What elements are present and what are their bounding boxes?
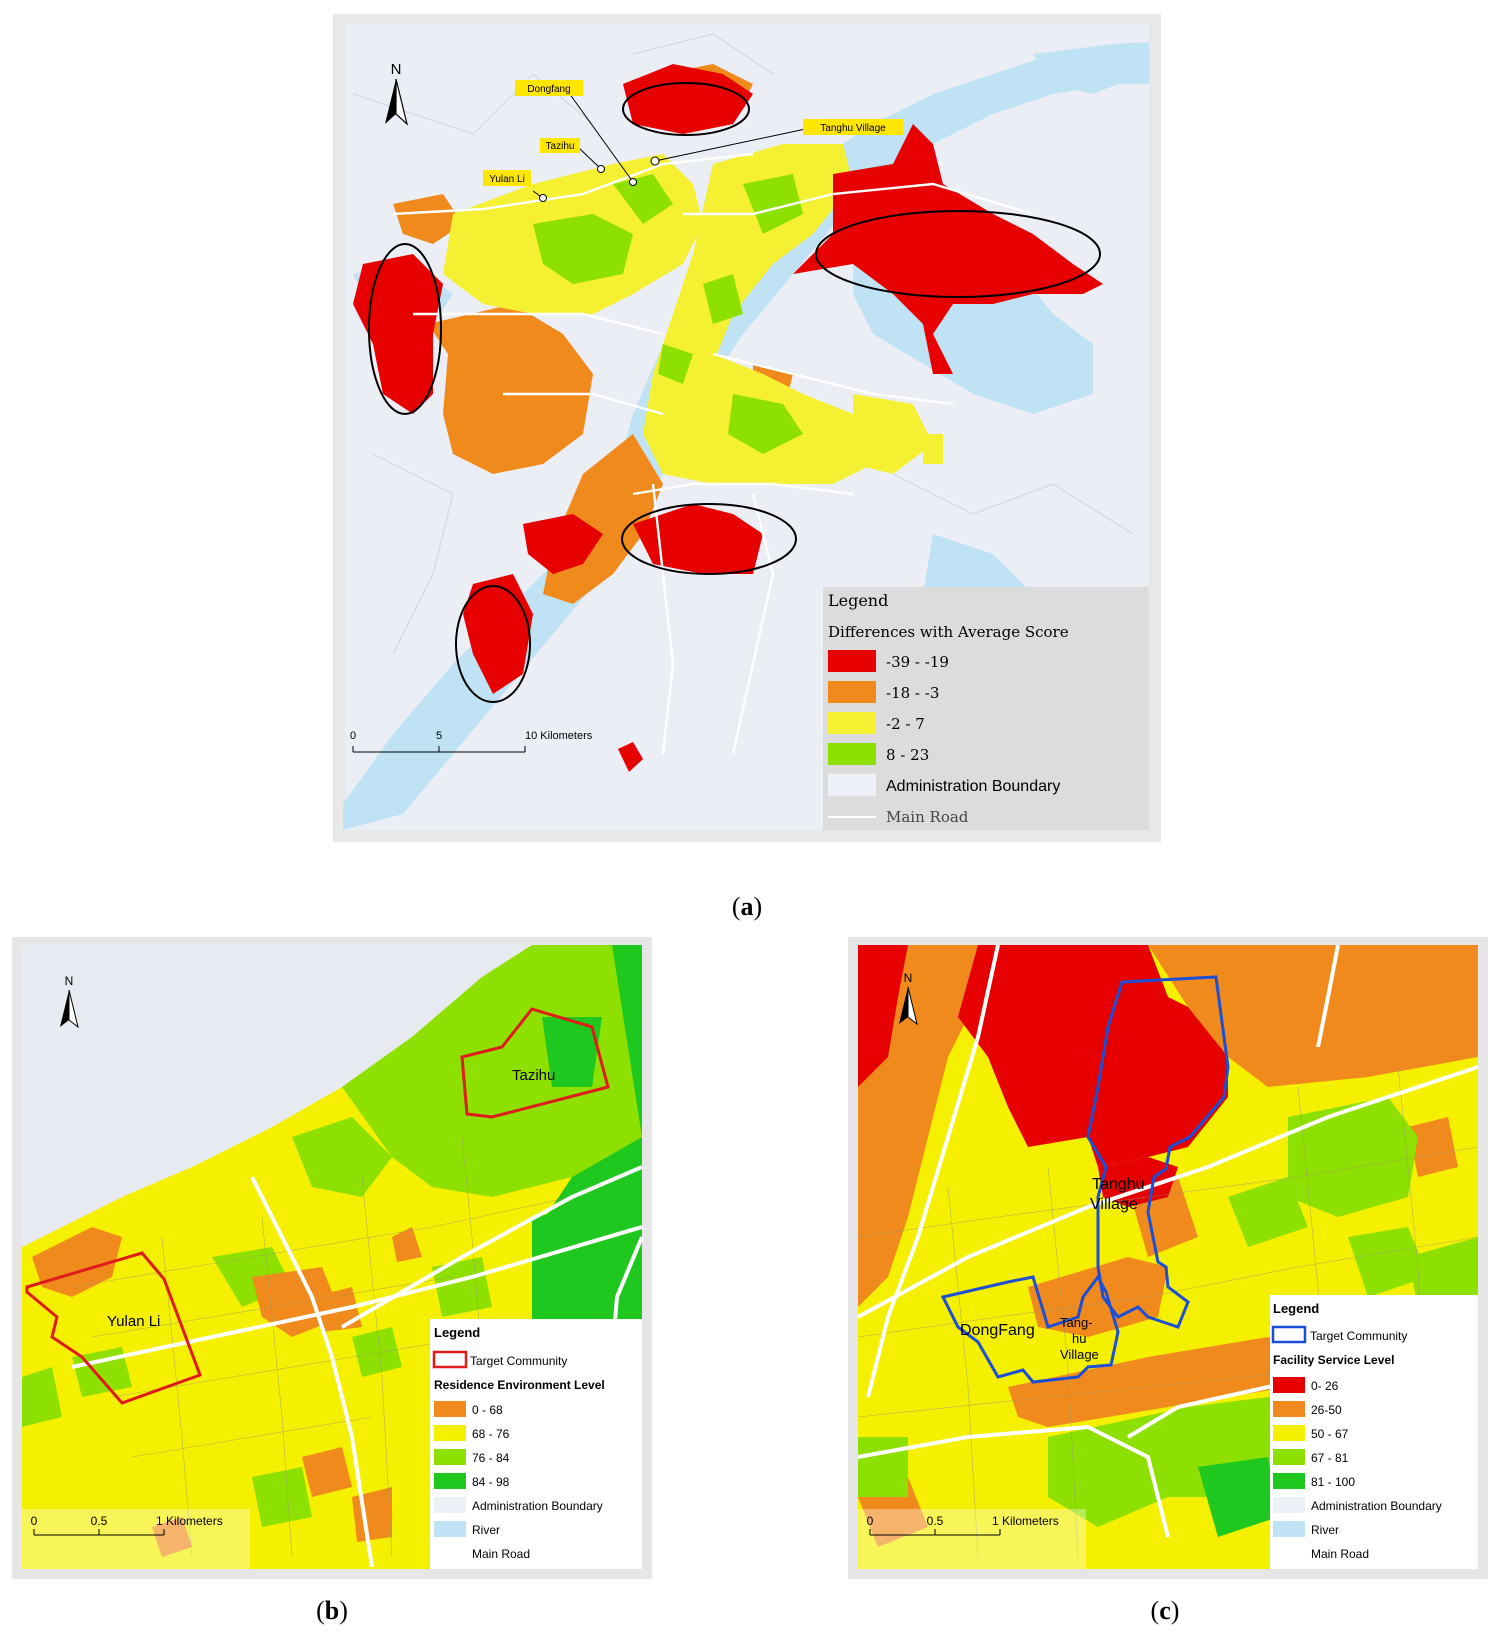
region-red: [858, 945, 1228, 1207]
legend-label-1: 0 - 68: [472, 1403, 503, 1417]
region-red: [353, 64, 1103, 772]
map-c-canvas: Tanghu Village DongFang Tang- hu Village…: [848, 937, 1488, 1579]
north-arrow-icon: N: [385, 61, 409, 126]
legend-label-2: 26-50: [1311, 1403, 1342, 1417]
legend-subtitle: Facility Service Level: [1273, 1353, 1394, 1367]
legend-target: Target Community: [1310, 1329, 1407, 1343]
scale-tick-0: 0: [867, 1514, 874, 1528]
scale-tick-0: 0: [350, 730, 356, 742]
legend-label-boundary: Administration Boundary: [886, 778, 1060, 795]
legend-swatch-2: [828, 681, 876, 703]
legend-label-4: 84 - 98: [472, 1475, 510, 1489]
legend-swatch-1: [828, 650, 876, 672]
scale-tick-1: 0.5: [91, 1514, 108, 1528]
river-area: [22, 945, 532, 1247]
legend-swatch-4: [828, 743, 876, 765]
legend-label-boundary: Administration Boundary: [472, 1499, 603, 1513]
legend-label-road: Main Road: [1311, 1547, 1369, 1561]
legend-label-3: -2 - 7: [886, 715, 925, 733]
map-a-canvas: N Dongfang Tazihu Tanghu Village Yulan L…: [333, 14, 1161, 842]
north-label: N: [391, 61, 402, 78]
north-label: N: [65, 974, 74, 988]
caption-b: (b): [316, 1596, 348, 1625]
scale-bar: 0 5 10 Kilometers: [350, 730, 593, 753]
main-roads: [392, 152, 1034, 755]
map-panel-b: Tazihu Yulan Li N 0 0.5 1 Kilometers Leg…: [12, 937, 652, 1579]
callout-tanghu-village: Tanghu Village: [820, 123, 886, 134]
scale-tick-2: 1 Kilometers: [156, 1514, 223, 1528]
legend-label-road: Main Road: [472, 1547, 530, 1561]
legend-swatch-3: [828, 712, 876, 734]
legend-label-road: Main Road: [886, 808, 969, 826]
north-arrow-icon: N: [60, 974, 79, 1029]
caption-a: (a): [731, 892, 763, 921]
scale-tick-1: 5: [436, 730, 442, 742]
callouts: Dongfang Tazihu Tanghu Village Yulan Li: [483, 80, 903, 202]
legend-label-boundary: Administration Boundary: [1311, 1499, 1442, 1513]
label-tanghu2-line2: hu: [1072, 1331, 1086, 1346]
map-panel-c: Tanghu Village DongFang Tang- hu Village…: [848, 937, 1488, 1579]
legend-label-2: 68 - 76: [472, 1427, 510, 1441]
legend-label-1: 0- 26: [1311, 1379, 1339, 1393]
label-tazihu: Tazihu: [512, 1067, 555, 1084]
legend-label-3: 50 - 67: [1311, 1427, 1349, 1441]
target-community-outline: [25, 1007, 610, 1405]
legend-title: Legend: [828, 591, 888, 610]
scale-tick-0: 0: [31, 1514, 38, 1528]
label-tanghu2-line1: Tang-: [1060, 1315, 1093, 1330]
legend-subtitle: Differences with Average Score: [828, 623, 1069, 641]
map-b-canvas: Tazihu Yulan Li N 0 0.5 1 Kilometers Leg…: [12, 937, 652, 1579]
legend: Legend Target Community Residence Enviro…: [430, 1319, 642, 1569]
north-label: N: [904, 971, 913, 985]
legend-target: Target Community: [470, 1354, 567, 1368]
scale-bar: 0 0.5 1 Kilometers: [22, 1509, 250, 1569]
legend-label-3: 76 - 84: [472, 1451, 510, 1465]
legend-label-5: 81 - 100: [1311, 1475, 1355, 1489]
region-urban-core: [443, 144, 943, 484]
highlight-ellipses: [368, 82, 1101, 703]
caption-c: (c): [1150, 1596, 1180, 1625]
label-tanghu2-line3: Village: [1060, 1347, 1099, 1362]
legend-swatch-boundary: [828, 774, 876, 796]
callout-yulan-li: Yulan Li: [489, 174, 525, 185]
map-panel-a: N Dongfang Tazihu Tanghu Village Yulan L…: [333, 14, 1161, 842]
label-dongfang: DongFang: [960, 1322, 1035, 1339]
label-yulan-li: Yulan Li: [107, 1313, 160, 1330]
callout-dongfang: Dongfang: [527, 84, 570, 95]
region-orange: [858, 945, 1478, 1547]
legend: Legend Target Community Facility Service…: [1270, 1295, 1478, 1569]
scale-tick-2: 10 Kilometers: [525, 730, 593, 742]
scale-bar: 0 0.5 1 Kilometers: [858, 1509, 1086, 1569]
legend-label-river: River: [1311, 1523, 1339, 1537]
legend-label-1: -39 - -19: [886, 653, 949, 671]
scale-tick-1: 0.5: [927, 1514, 944, 1528]
legend-label-4: 8 - 23: [886, 746, 929, 764]
label-tanghu-line2: Village: [1090, 1196, 1138, 1213]
legend-title: Legend: [1273, 1301, 1319, 1316]
legend-label-river: River: [472, 1523, 500, 1537]
target-community-outline: [940, 975, 1230, 1384]
legend-subtitle: Residence Environment Level: [434, 1378, 605, 1392]
legend-label-4: 67 - 81: [1311, 1451, 1349, 1465]
region-green: [22, 945, 642, 1527]
label-tanghu-line1: Tanghu: [1092, 1176, 1145, 1193]
legend: Legend Differences with Average Score -3…: [823, 587, 1149, 830]
legend-label-2: -18 - -3: [886, 684, 939, 702]
north-arrow-icon: N: [899, 971, 918, 1026]
callout-tazihu: Tazihu: [546, 141, 575, 152]
legend-title: Legend: [434, 1325, 480, 1340]
scale-tick-2: 1 Kilometers: [992, 1514, 1059, 1528]
